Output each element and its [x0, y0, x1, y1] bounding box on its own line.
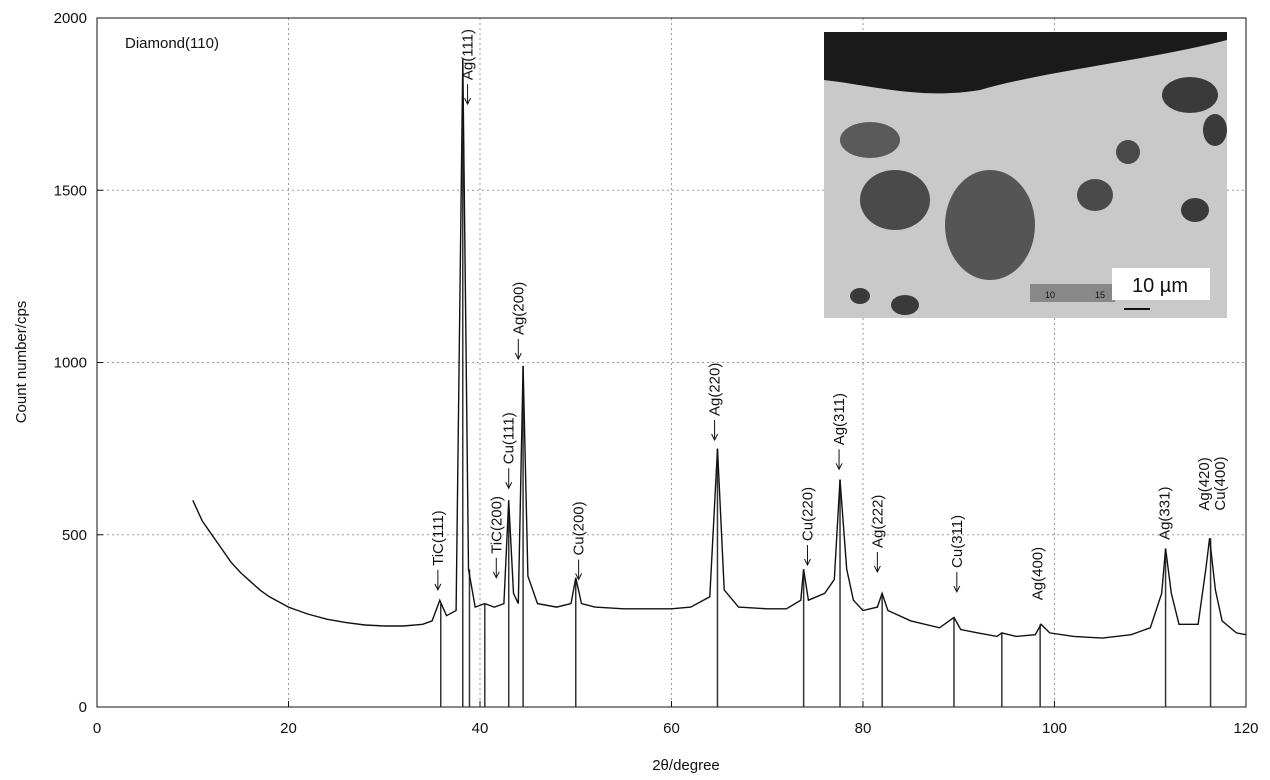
annotation-label: Cu(200) — [571, 501, 588, 555]
annotation-label: Ag(222) — [869, 495, 886, 548]
annotation-arrowhead — [835, 463, 843, 471]
annotation-label: Cu(111) — [501, 412, 518, 464]
annotation-arrowhead — [492, 571, 500, 579]
y-tick-label: 1500 — [54, 182, 87, 199]
y-tick-label: 500 — [62, 527, 87, 544]
annotation-arrowhead — [873, 565, 881, 574]
annotation-arrowhead — [711, 433, 719, 442]
y-tick-label: 0 — [79, 699, 87, 716]
annotation-label: TiC(111) — [430, 510, 447, 566]
annotation-arrowhead — [434, 583, 442, 591]
note: Diamond(110) — [125, 35, 219, 52]
annotation-label: Cu(311) — [949, 515, 966, 568]
annotation-label: Cu(400) — [1212, 456, 1229, 510]
annotation-label: Cu(220) — [799, 487, 816, 541]
inset-bar-label: 15 — [1095, 290, 1105, 300]
x-tick-label: 0 — [93, 720, 101, 737]
annotation-label: Ag(200) — [510, 282, 527, 335]
annotation-arrowhead — [514, 352, 522, 361]
annotation-label: Ag(220) — [707, 363, 724, 416]
x-tick-label: 80 — [855, 720, 872, 737]
annotation-arrowhead — [505, 482, 513, 490]
annotation-label: Ag(400) — [1029, 547, 1046, 600]
annotation-arrowhead — [575, 573, 583, 581]
x-tick-label: 40 — [472, 720, 489, 737]
y-tick-label: 1000 — [54, 355, 87, 372]
y-axis-label: Count number/cps — [13, 301, 30, 424]
annotation-label: Ag(111) — [460, 29, 477, 80]
annotation-label: Ag(331) — [1157, 487, 1174, 540]
annotation-arrowhead — [464, 97, 471, 106]
annotation-label: Ag(420) — [1196, 457, 1213, 510]
annotation-arrowhead — [953, 585, 961, 594]
inset-scale-label: 10 µm — [1132, 275, 1188, 297]
x-tick-label: 120 — [1233, 720, 1258, 737]
x-tick-label: 60 — [663, 720, 680, 737]
annotation-label: Ag(311) — [831, 393, 848, 445]
inset-bar-label: 10 — [1045, 290, 1055, 300]
annotation-label: TiC(200) — [488, 496, 505, 554]
inset-image — [824, 32, 1227, 318]
x-axis-label: 2θ/degree — [652, 757, 720, 774]
x-tick-label: 100 — [1042, 720, 1067, 737]
annotation-arrowhead — [804, 558, 811, 567]
y-tick-label: 2000 — [54, 10, 87, 27]
x-tick-label: 20 — [280, 720, 297, 737]
xrd-pattern — [192, 59, 1247, 639]
